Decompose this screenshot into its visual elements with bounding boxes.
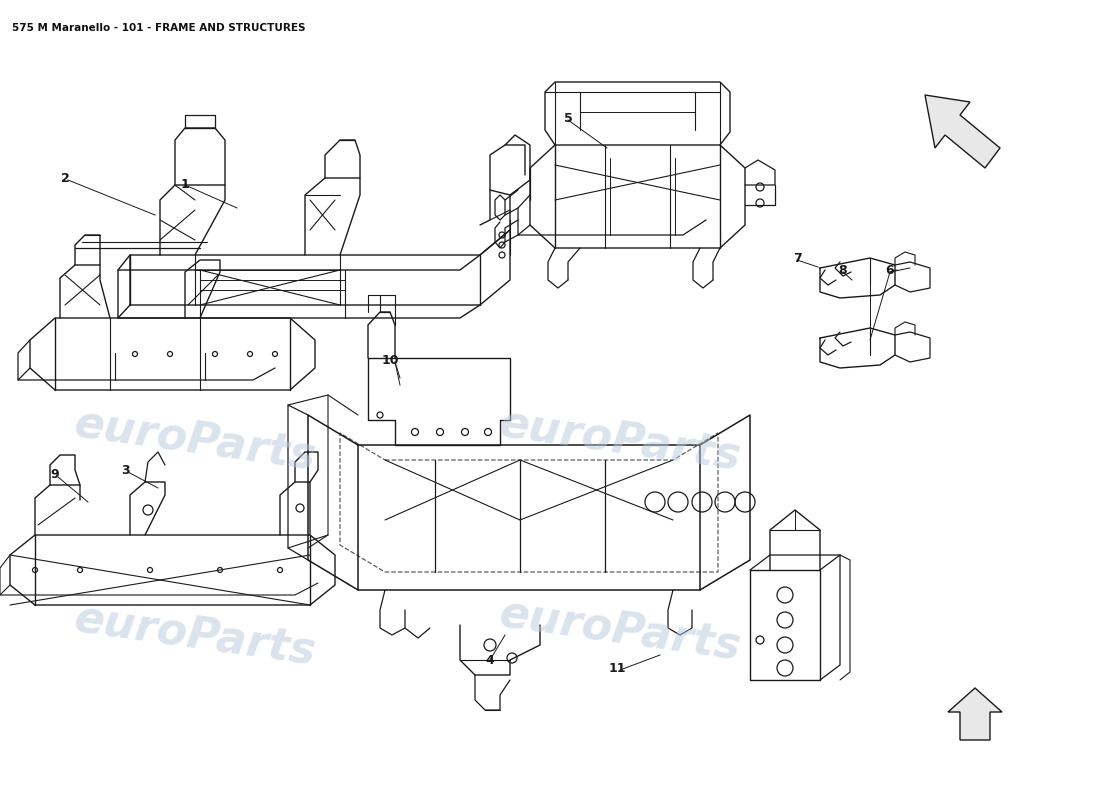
Text: 10: 10 [382, 354, 398, 366]
Text: 575 M Maranello - 101 - FRAME AND STRUCTURES: 575 M Maranello - 101 - FRAME AND STRUCT… [12, 23, 306, 33]
Text: 4: 4 [485, 654, 494, 666]
Text: 8: 8 [838, 263, 847, 277]
Text: euroParts: euroParts [72, 402, 319, 478]
Polygon shape [948, 688, 1002, 740]
Text: 1: 1 [180, 178, 189, 191]
Text: 9: 9 [51, 469, 59, 482]
Text: 6: 6 [886, 263, 894, 277]
Text: euroParts: euroParts [72, 597, 319, 674]
Text: euroParts: euroParts [496, 402, 744, 478]
Text: 7: 7 [793, 251, 802, 265]
Text: 2: 2 [60, 171, 69, 185]
Text: 11: 11 [608, 662, 626, 674]
Text: 3: 3 [121, 463, 130, 477]
Text: euroParts: euroParts [496, 592, 744, 668]
Polygon shape [925, 95, 1000, 168]
Text: 5: 5 [563, 111, 572, 125]
